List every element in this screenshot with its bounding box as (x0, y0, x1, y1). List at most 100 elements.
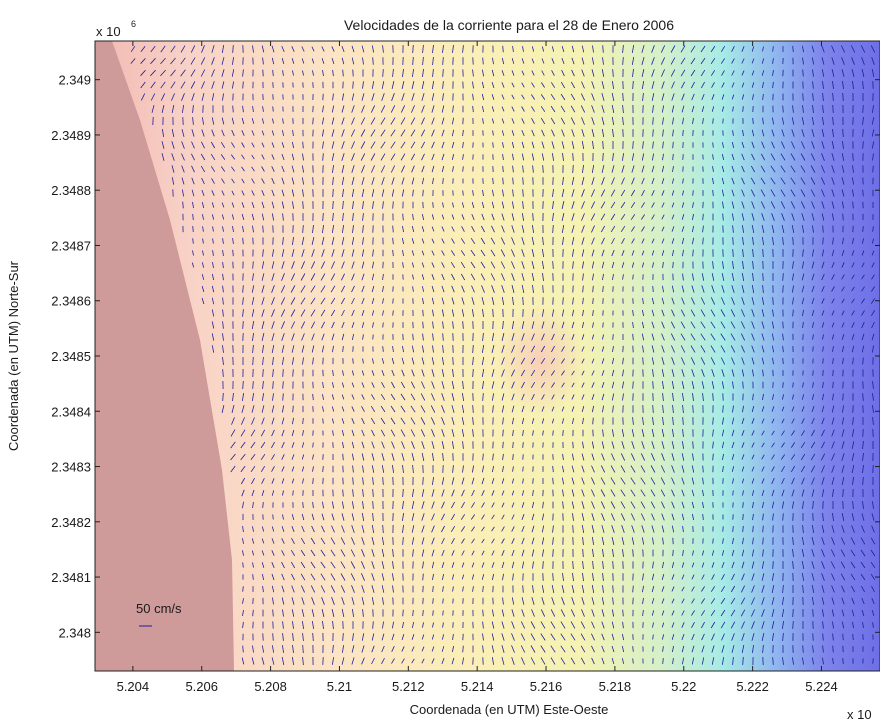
velocity-arrow (541, 597, 545, 605)
velocity-arrow (730, 585, 736, 593)
velocity-arrow (460, 526, 466, 532)
velocity-arrow (272, 249, 274, 257)
velocity-arrow (332, 93, 334, 101)
velocity-arrow (771, 597, 775, 605)
velocity-arrow (681, 610, 685, 616)
velocity-arrow (741, 153, 745, 161)
velocity-arrow (252, 225, 254, 233)
velocity-arrow (302, 502, 304, 508)
velocity-arrow (672, 429, 674, 437)
velocity-arrow (421, 549, 425, 557)
velocity-arrow (541, 70, 545, 76)
velocity-arrow (360, 141, 366, 149)
velocity-arrow (831, 322, 835, 328)
velocity-arrow (222, 357, 224, 365)
velocity-arrow (732, 106, 734, 112)
velocity-arrow (412, 549, 414, 557)
velocity-arrow (271, 166, 275, 172)
velocity-arrow (370, 141, 376, 149)
velocity-arrow (712, 393, 714, 401)
velocity-arrow (511, 333, 515, 341)
velocity-arrow (501, 609, 505, 617)
velocity-arrow (511, 70, 515, 76)
velocity-arrow (571, 45, 575, 53)
velocity-arrow (361, 189, 365, 197)
velocity-arrow (821, 286, 825, 292)
velocity-arrow (710, 45, 716, 53)
velocity-arrow (831, 57, 835, 65)
velocity-arrow (561, 585, 565, 593)
velocity-arrow (861, 57, 865, 65)
velocity-arrow (710, 333, 716, 341)
velocity-arrow (382, 621, 384, 629)
velocity-arrow (560, 105, 566, 113)
velocity-arrow (771, 213, 775, 221)
velocity-arrow (231, 69, 235, 77)
velocity-arrow (872, 165, 874, 173)
velocity-arrow (751, 490, 755, 496)
velocity-arrow (191, 129, 195, 137)
velocity-arrow (402, 621, 404, 629)
velocity-arrow (522, 153, 524, 161)
velocity-arrow (432, 321, 434, 329)
velocity-arrow (622, 153, 624, 161)
velocity-arrow (710, 70, 716, 76)
velocity-arrow (682, 525, 684, 533)
velocity-arrow (471, 526, 475, 532)
velocity-arrow (801, 549, 805, 557)
velocity-arrow (761, 454, 765, 460)
velocity-arrow (221, 117, 225, 125)
velocity-arrow (282, 490, 284, 496)
velocity-arrow (531, 237, 535, 245)
velocity-arrow (741, 46, 745, 52)
velocity-arrow (601, 633, 605, 641)
velocity-arrow (521, 285, 525, 293)
velocity-arrow (681, 357, 685, 365)
velocity-arrow (552, 224, 554, 234)
velocity-arrow (320, 297, 326, 305)
velocity-arrow (812, 69, 814, 77)
velocity-arrow (302, 201, 304, 209)
velocity-arrow (790, 442, 796, 448)
velocity-arrow (401, 441, 405, 449)
velocity-arrow (251, 190, 255, 196)
velocity-arrow (481, 201, 485, 209)
velocity-arrow (771, 406, 775, 412)
velocity-arrow (201, 274, 205, 280)
velocity-arrow (462, 190, 464, 196)
velocity-arrow (841, 465, 845, 473)
velocity-arrow (601, 261, 605, 269)
velocity-arrow (412, 68, 414, 78)
velocity-arrow (811, 129, 815, 137)
velocity-arrow (521, 141, 525, 149)
velocity-arrow (372, 501, 374, 509)
velocity-arrow (671, 598, 675, 604)
velocity-arrow (750, 189, 756, 197)
velocity-arrow (521, 561, 525, 569)
velocity-arrow (782, 321, 784, 329)
velocity-arrow (432, 69, 434, 77)
velocity-arrow (540, 94, 546, 100)
velocity-arrow (561, 45, 565, 53)
velocity-arrow (521, 502, 525, 508)
velocity-arrow (610, 477, 616, 485)
velocity-arrow (241, 657, 245, 665)
velocity-arrow (252, 356, 254, 366)
velocity-arrow (802, 69, 804, 77)
velocity-arrow (581, 117, 585, 125)
velocity-arrow (811, 213, 815, 221)
scale-reference: 50 cm/s (136, 601, 182, 627)
velocity-arrow (731, 633, 735, 641)
velocity-arrow (261, 478, 265, 484)
velocity-arrow (201, 45, 205, 53)
velocity-arrow (360, 129, 366, 137)
y-axis-ticks: 2.3482.34812.34822.34832.34842.34852.348… (51, 73, 880, 640)
velocity-arrow (652, 634, 654, 640)
velocity-arrow (431, 393, 435, 401)
velocity-arrow (441, 501, 445, 509)
velocity-arrow (181, 165, 185, 173)
velocity-arrow (641, 214, 645, 220)
velocity-arrow (262, 345, 264, 353)
velocity-arrow (362, 213, 364, 221)
velocity-arrow (741, 177, 745, 185)
